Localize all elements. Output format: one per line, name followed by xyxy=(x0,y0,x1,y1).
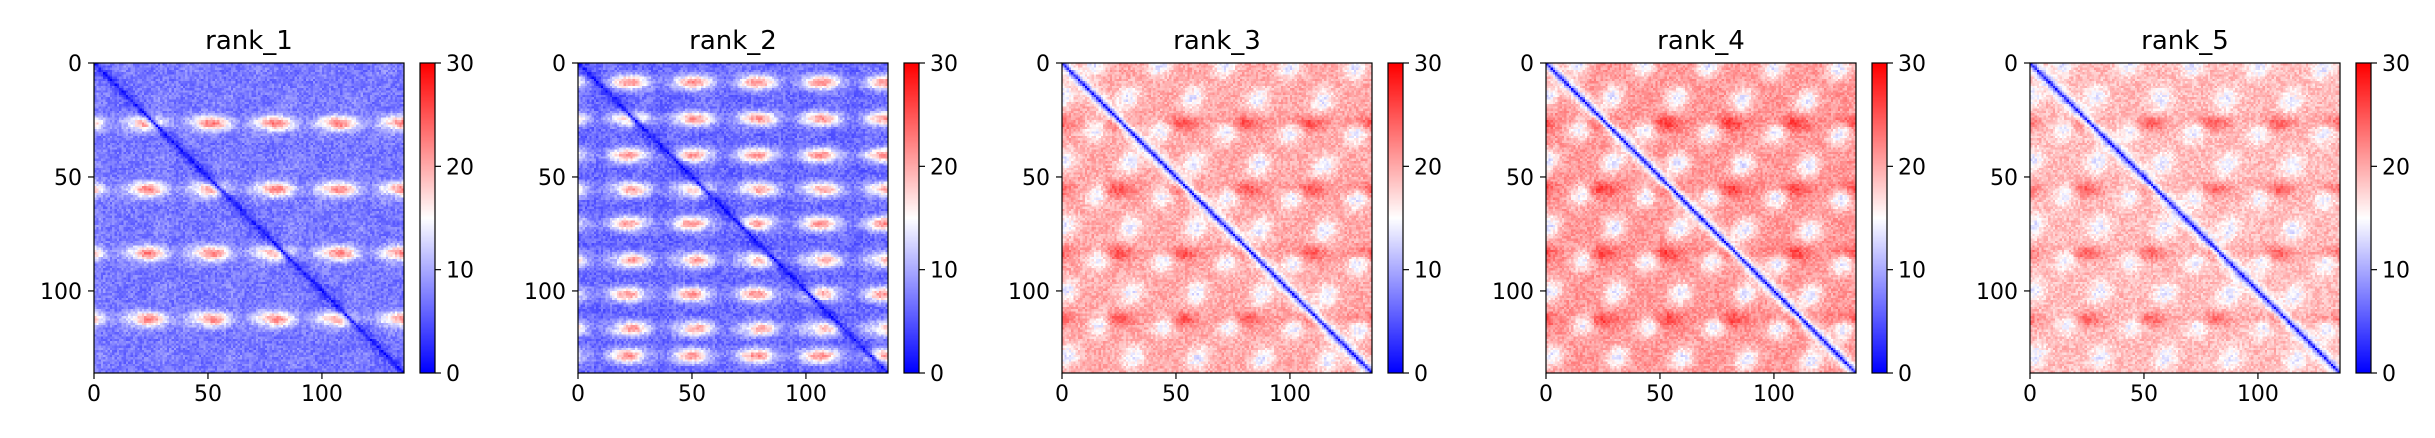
x-tick-label: 50 xyxy=(194,382,222,407)
colorbar: 0 10 20 30 xyxy=(2355,52,2410,387)
colorbar-gradient xyxy=(1388,63,1403,373)
x-tick-label: 50 xyxy=(1162,382,1190,407)
plot-frame xyxy=(1545,62,1857,374)
colorbar-frame xyxy=(1387,62,1404,374)
x-tick-label: 0 xyxy=(1539,382,1553,407)
heatmap-image xyxy=(1062,63,1372,373)
heatmap-image xyxy=(1546,63,1856,373)
colorbar-tick-label: 0 xyxy=(2382,362,2396,387)
colorbar-frame xyxy=(2355,62,2372,374)
y-tick-label: 0 xyxy=(1036,52,1050,77)
x-tick-label: 50 xyxy=(2130,382,2158,407)
colorbar-tick-label: 20 xyxy=(930,155,958,180)
x-tick-label: 100 xyxy=(2237,382,2279,407)
x-tick-label: 0 xyxy=(87,382,101,407)
x-tick-label: 0 xyxy=(2023,382,2037,407)
x-tick-label: 100 xyxy=(1753,382,1795,407)
colorbar-tick-label: 30 xyxy=(446,52,474,77)
x-tick-label: 0 xyxy=(1055,382,1069,407)
colorbar-tick-label: 30 xyxy=(2382,52,2410,77)
colorbar-frame xyxy=(903,62,920,374)
colorbar-gradient xyxy=(420,63,435,373)
panel-title: rank_1 xyxy=(205,26,293,56)
y-tick-label: 0 xyxy=(68,52,82,77)
plot-frame xyxy=(577,62,889,374)
panel-title: rank_4 xyxy=(1657,26,1745,56)
colorbar-tick-label: 10 xyxy=(1898,259,1926,284)
y-tick-label: 50 xyxy=(1022,166,1050,191)
y-tick-label: 100 xyxy=(40,280,82,305)
colorbar-tick-label: 0 xyxy=(1898,362,1912,387)
panel-title: rank_5 xyxy=(2141,26,2229,56)
plot-frame xyxy=(2029,62,2341,374)
colorbar-tick-label: 20 xyxy=(1414,155,1442,180)
y-tick-label: 100 xyxy=(1492,280,1534,305)
plot-frame xyxy=(93,62,405,374)
y-tick-label: 50 xyxy=(54,166,82,191)
colorbar-tick-label: 0 xyxy=(930,362,944,387)
colorbar-tick-label: 20 xyxy=(1898,155,1926,180)
x-tick-label: 50 xyxy=(678,382,706,407)
heatmap-panel-2: rank_2 0 50 100 0 50 100 0 10 20 30 xyxy=(524,26,958,407)
colorbar-tick-label: 30 xyxy=(1414,52,1442,77)
panel-title: rank_2 xyxy=(689,26,777,56)
colorbar: 0 10 20 30 xyxy=(1387,52,1442,387)
x-tick-label: 100 xyxy=(301,382,343,407)
colorbar-tick-label: 30 xyxy=(1898,52,1926,77)
y-tick-label: 0 xyxy=(2004,52,2018,77)
y-tick-label: 50 xyxy=(1506,166,1534,191)
heatmap-image xyxy=(2030,63,2340,373)
colorbar-tick-label: 10 xyxy=(2382,259,2410,284)
y-tick-label: 100 xyxy=(524,280,566,305)
colorbar: 0 10 20 30 xyxy=(1871,52,1926,387)
y-tick-label: 50 xyxy=(1990,166,2018,191)
colorbar-tick-label: 10 xyxy=(446,259,474,284)
y-tick-label: 0 xyxy=(552,52,566,77)
heatmap-panel-5: rank_5 0 50 100 0 50 100 0 10 20 30 xyxy=(1976,26,2410,407)
colorbar-gradient xyxy=(904,63,919,373)
colorbar: 0 10 20 30 xyxy=(419,52,474,387)
colorbar-frame xyxy=(419,62,436,374)
y-tick-label: 100 xyxy=(1008,280,1050,305)
heatmap-panel-1: rank_1 0 50 100 0 50 100 0 10 20 30 xyxy=(40,26,474,407)
colorbar-tick-label: 0 xyxy=(1414,362,1428,387)
y-tick-label: 0 xyxy=(1520,52,1534,77)
y-tick-label: 100 xyxy=(1976,280,2018,305)
colorbar-tick-label: 20 xyxy=(446,155,474,180)
colorbar-gradient xyxy=(1872,63,1887,373)
panel-title: rank_3 xyxy=(1173,26,1261,56)
colorbar-gradient xyxy=(2356,63,2371,373)
y-tick-label: 50 xyxy=(538,166,566,191)
plot-frame xyxy=(1061,62,1373,374)
x-tick-label: 100 xyxy=(1269,382,1311,407)
heatmap-panel-4: rank_4 0 50 100 0 50 100 0 10 20 30 xyxy=(1492,26,1926,407)
colorbar-tick-label: 20 xyxy=(2382,155,2410,180)
heatmap-panel-3: rank_3 0 50 100 0 50 100 0 10 20 30 xyxy=(1008,26,1442,407)
heatmap-image xyxy=(578,63,888,373)
colorbar: 0 10 20 30 xyxy=(903,52,958,387)
colorbar-tick-label: 10 xyxy=(930,259,958,284)
x-tick-label: 50 xyxy=(1646,382,1674,407)
colorbar-tick-label: 10 xyxy=(1414,259,1442,284)
colorbar-tick-label: 0 xyxy=(446,362,460,387)
colorbar-frame xyxy=(1871,62,1888,374)
x-tick-label: 0 xyxy=(571,382,585,407)
x-tick-label: 100 xyxy=(785,382,827,407)
heatmap-image xyxy=(94,63,404,373)
colorbar-tick-label: 30 xyxy=(930,52,958,77)
